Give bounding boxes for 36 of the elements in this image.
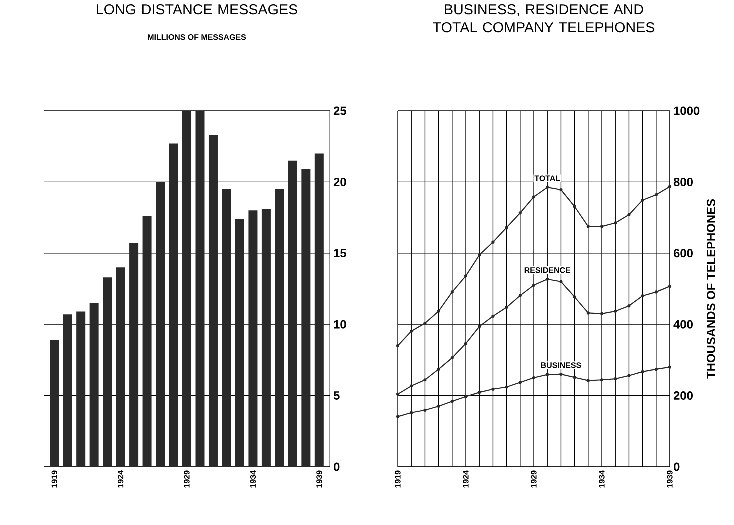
bar xyxy=(302,169,311,467)
bar xyxy=(63,314,72,467)
y-axis-title: THOUSANDS OF TELEPHONES xyxy=(706,199,716,379)
y-tick-label: 800 xyxy=(674,178,693,186)
y-tick-label: 15 xyxy=(334,249,346,258)
bar xyxy=(288,160,298,467)
y-tick-label: 600 xyxy=(674,249,693,258)
bar xyxy=(182,110,192,467)
bar xyxy=(248,210,258,467)
bar xyxy=(169,144,178,467)
y-tick-label: 20 xyxy=(334,178,346,186)
bar xyxy=(262,209,271,467)
y-tick-label: 0 xyxy=(674,462,680,472)
bar xyxy=(235,219,244,467)
bar xyxy=(76,312,86,467)
bar xyxy=(50,340,60,467)
bar xyxy=(142,216,152,467)
bar xyxy=(314,154,324,467)
y-tick-label: 10 xyxy=(334,320,346,329)
bar xyxy=(130,243,139,467)
bar xyxy=(196,110,205,467)
y-tick-label: 200 xyxy=(674,392,693,400)
chart-title: BUSINESS, RESIDENCE AND TOTAL COMPANY TELEPHONES xyxy=(433,4,655,33)
y-tick-label: 25 xyxy=(334,106,346,116)
bar xyxy=(103,278,112,467)
chart-title: LONG DISTANCE MESSAGES xyxy=(97,4,298,15)
y-tick-label: 400 xyxy=(674,320,693,329)
y-tick-label: 0 xyxy=(334,462,340,472)
bar xyxy=(208,135,218,467)
bar xyxy=(275,189,284,467)
bar xyxy=(116,268,126,467)
bar xyxy=(222,189,232,467)
bar xyxy=(156,182,166,467)
y-tick-label: 5 xyxy=(334,392,340,400)
y-tick-label: 1000 xyxy=(674,106,700,116)
bar xyxy=(90,303,99,467)
